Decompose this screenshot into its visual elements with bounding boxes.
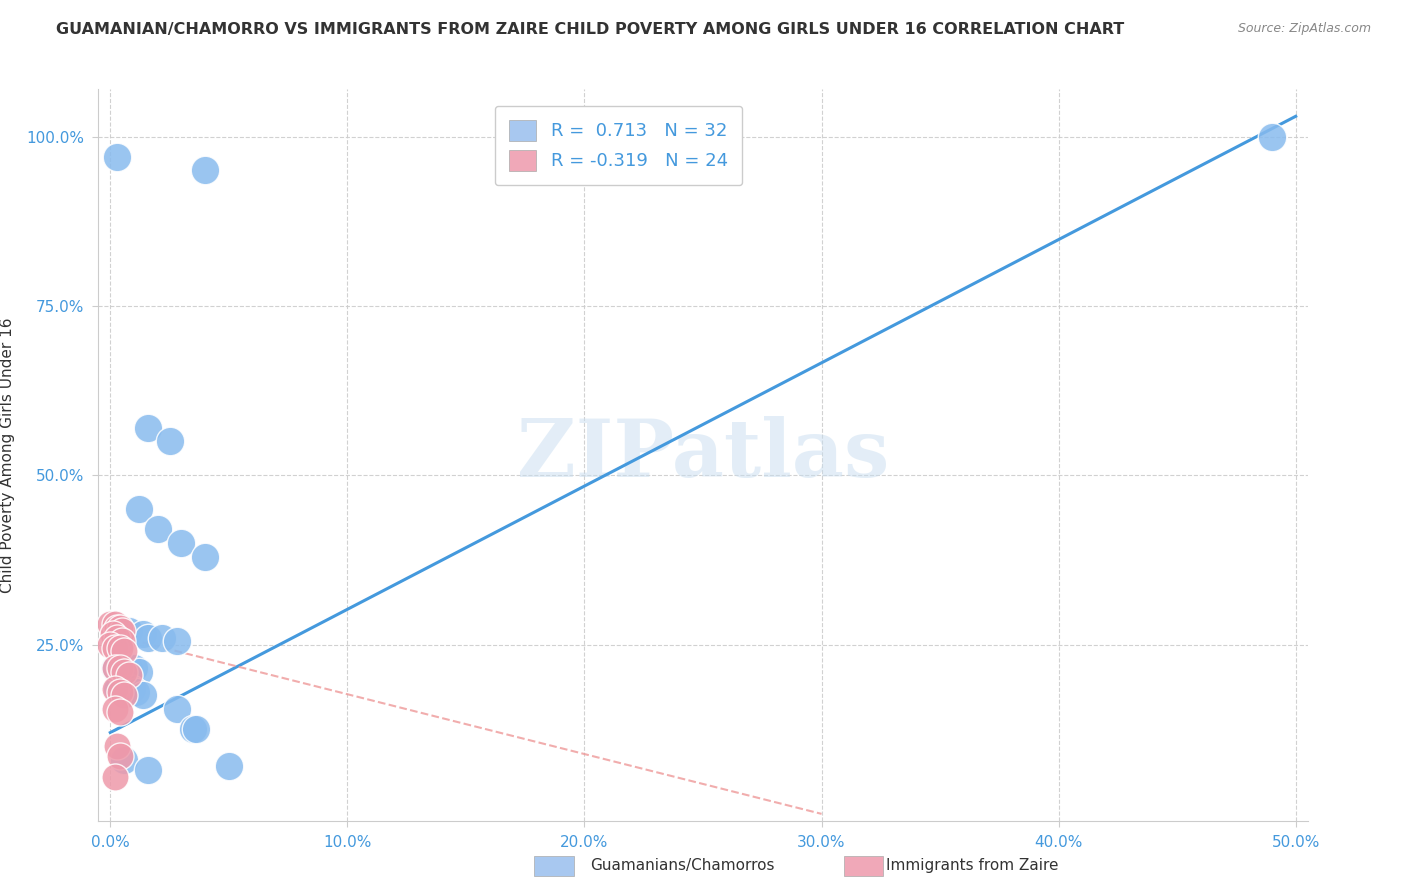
Point: [146, 523, 169, 537]
Point: [132, 689, 155, 703]
Point: [98, 638, 121, 652]
Point: [136, 763, 159, 777]
Point: [136, 631, 159, 645]
Point: [118, 661, 141, 675]
Point: [104, 702, 127, 716]
Point: [118, 668, 141, 682]
Point: [218, 759, 240, 773]
Text: Source: ZipAtlas.com: Source: ZipAtlas.com: [1237, 22, 1371, 36]
Point: [152, 631, 174, 645]
Point: [111, 681, 134, 696]
Point: [108, 685, 131, 699]
Point: [108, 749, 131, 764]
Point: [122, 661, 145, 675]
Point: [105, 621, 128, 635]
Point: [118, 624, 141, 638]
Point: [101, 627, 124, 641]
Text: ZIPatlas: ZIPatlas: [517, 416, 889, 494]
Point: [159, 434, 181, 449]
Point: [104, 661, 127, 675]
Point: [104, 681, 127, 696]
Point: [108, 706, 131, 720]
Point: [104, 661, 127, 675]
Y-axis label: Child Poverty Among Girls Under 16: Child Poverty Among Girls Under 16: [0, 318, 15, 592]
Point: [105, 150, 128, 164]
Point: [114, 689, 136, 703]
Point: [128, 665, 150, 679]
Point: [125, 685, 148, 699]
Point: [114, 665, 136, 679]
Text: Immigrants from Zaire: Immigrants from Zaire: [886, 858, 1059, 872]
Point: [108, 661, 131, 675]
Point: [194, 549, 217, 564]
Point: [114, 753, 136, 767]
Point: [111, 634, 134, 648]
Point: [104, 640, 127, 655]
Legend: R =  0.713   N = 32, R = -0.319   N = 24: R = 0.713 N = 32, R = -0.319 N = 24: [495, 105, 742, 186]
Point: [105, 739, 128, 753]
Point: [170, 536, 193, 550]
Point: [108, 661, 131, 675]
Point: [115, 681, 138, 696]
Text: GUAMANIAN/CHAMORRO VS IMMIGRANTS FROM ZAIRE CHILD POVERTY AMONG GIRLS UNDER 16 C: GUAMANIAN/CHAMORRO VS IMMIGRANTS FROM ZA…: [56, 22, 1125, 37]
Point: [105, 681, 128, 696]
Point: [181, 723, 204, 737]
Point: [108, 640, 131, 655]
Point: [104, 617, 127, 632]
Point: [132, 627, 155, 641]
Point: [111, 624, 134, 638]
Point: [105, 631, 128, 645]
Point: [166, 634, 188, 648]
Point: [194, 163, 217, 178]
Point: [114, 644, 136, 658]
Point: [166, 702, 188, 716]
Point: [98, 617, 121, 632]
Point: [1261, 129, 1284, 144]
Point: [184, 723, 207, 737]
Text: Guamanians/Chamorros: Guamanians/Chamorros: [591, 858, 775, 872]
Point: [128, 502, 150, 516]
Point: [114, 661, 136, 675]
Point: [136, 421, 159, 435]
Point: [104, 770, 127, 784]
Point: [108, 621, 131, 635]
Point: [121, 681, 143, 696]
